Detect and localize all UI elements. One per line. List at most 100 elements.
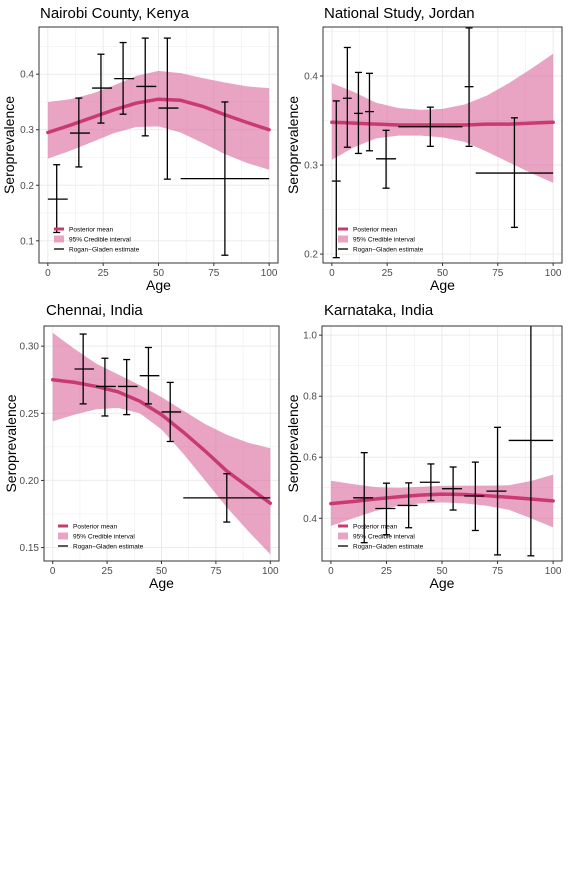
- legend: Posterior mean 95% Credible interval Rogan…: [338, 226, 424, 253]
- data-layer: [330, 27, 555, 259]
- rogan-gladen-estimate: [475, 117, 554, 229]
- panel-1: 0 25 50 75 100 0.1 0.2 0.3 0.4 Nairobi County, Ke…: [1, 5, 279, 293]
- x-tick-label: 100: [545, 566, 562, 577]
- rogan-gladen-estimate: [375, 482, 396, 536]
- rogan-gladen-estimate: [136, 37, 157, 137]
- legend-mean-label: Posterior mean: [73, 523, 117, 530]
- rogan-gladen-estimate: [397, 482, 418, 529]
- rogan-gladen-estimate: [353, 452, 374, 544]
- x-tick-label: 25: [382, 268, 394, 279]
- x-axis-label: Age: [430, 277, 455, 293]
- y-tick-label: 0.8: [303, 392, 317, 403]
- legend-ci-label: 95% Credible interval: [353, 236, 415, 243]
- credible-interval-band: [47, 70, 270, 170]
- rogan-gladen-estimate: [508, 326, 554, 557]
- rogan-gladen-estimate: [158, 37, 179, 180]
- legend-ci-key: [338, 532, 348, 540]
- y-tick-label: 0.4: [20, 70, 34, 81]
- rogan-gladen-estimate: [47, 164, 68, 234]
- x-tick-label: 25: [98, 268, 110, 279]
- rogan-gladen-estimate: [161, 381, 182, 443]
- rogan-gladen-estimate: [139, 346, 160, 405]
- x-tick-label: 100: [545, 268, 562, 279]
- y-axis-label: Seroprevalence: [285, 394, 301, 492]
- panel-2: 0 25 50 75 100 0.2 0.3 0.4 National Study, Jorda…: [285, 5, 563, 293]
- rogan-gladen-estimate: [331, 100, 341, 259]
- rogan-gladen-estimate: [114, 41, 135, 115]
- legend: Posterior mean 95% Credible interval Rogan…: [54, 226, 140, 253]
- x-tick-label: 75: [492, 566, 504, 577]
- panel-title: Chennai, India: [46, 302, 143, 319]
- y-tick-label: 0.1: [20, 236, 34, 247]
- panel-3: 0 25 50 75 100 0.15 0.20 0.25 0.30 Chennai, India…: [3, 302, 280, 591]
- legend-rg-label: Rogan−Gladen estimate: [73, 543, 144, 550]
- x-axis-label: Age: [149, 575, 174, 591]
- x-tick-label: 100: [261, 268, 278, 279]
- credible-interval-band: [331, 53, 554, 183]
- rogan-gladen-estimate: [74, 333, 95, 405]
- legend-rg-label: Rogan−Gladen estimate: [353, 246, 424, 253]
- rogan-gladen-estimate: [486, 426, 507, 556]
- legend-ci-key: [58, 532, 68, 540]
- x-tick-label: 50: [156, 566, 168, 577]
- data-layer: [46, 37, 271, 256]
- legend-ci-label: 95% Credible interval: [73, 533, 135, 540]
- y-tick-label: 0.6: [303, 453, 317, 464]
- rogan-gladen-estimate: [342, 46, 352, 148]
- x-tick-label: 50: [437, 268, 449, 279]
- gridlines: [322, 326, 562, 561]
- legend-ci-key: [54, 235, 64, 243]
- legend-ci-label: 95% Credible interval: [353, 533, 415, 540]
- y-axis-label: Seroprevalence: [3, 394, 19, 492]
- x-tick-label: 50: [153, 268, 165, 279]
- panel-title: National Study, Jordan: [324, 5, 475, 22]
- y-tick-label: 0.2: [20, 181, 34, 192]
- panel-4: 0 25 50 75 100 0.4 0.6 0.8 1.0 Karnataka, India Ag…: [285, 302, 563, 591]
- x-tick-label: 50: [436, 566, 448, 577]
- posterior-mean-line: [46, 97, 271, 135]
- posterior-mean-line: [330, 120, 555, 127]
- rogan-gladen-estimate: [464, 27, 474, 147]
- panel-title: Karnataka, India: [324, 302, 434, 319]
- rogan-gladen-estimate: [69, 97, 90, 168]
- x-tick-label: 25: [381, 566, 393, 577]
- legend-mean-label: Posterior mean: [69, 226, 113, 233]
- legend-ci-key: [338, 235, 348, 243]
- panel-title: Nairobi County, Kenya: [40, 5, 190, 22]
- y-tick-label: 0.20: [20, 476, 40, 487]
- y-tick-label: 0.30: [20, 342, 40, 353]
- x-tick-label: 0: [329, 268, 335, 279]
- legend-mean-label: Posterior mean: [353, 226, 397, 233]
- y-axis-label: Seroprevalence: [285, 96, 301, 194]
- y-tick-label: 0.15: [20, 543, 40, 554]
- x-tick-label: 100: [262, 566, 279, 577]
- rogan-gladen-estimate: [96, 357, 116, 417]
- rogan-gladen-estimate: [117, 358, 138, 416]
- x-axis-label: Age: [430, 575, 455, 591]
- legend-mean-label: Posterior mean: [353, 523, 397, 530]
- x-axis-label: Age: [146, 277, 171, 293]
- legend-rg-label: Rogan−Gladen estimate: [69, 246, 140, 253]
- rogan-gladen-estimate: [183, 473, 271, 523]
- y-tick-label: 1.0: [303, 331, 317, 342]
- y-axis-label: Seroprevalence: [1, 96, 17, 194]
- x-tick-label: 0: [45, 268, 51, 279]
- x-tick-label: 75: [208, 268, 220, 279]
- rogan-gladen-estimate: [353, 71, 363, 155]
- y-tick-label: 0.4: [303, 514, 317, 525]
- y-tick-label: 0.25: [20, 409, 40, 420]
- gridlines: [39, 27, 278, 263]
- rogan-gladen-estimate: [365, 72, 374, 152]
- y-tick-label: 0.4: [304, 71, 318, 82]
- rogan-gladen-estimate: [442, 466, 462, 511]
- data-layer: [50, 332, 273, 555]
- x-tick-label: 75: [210, 566, 222, 577]
- posterior-mean-line: [50, 377, 273, 506]
- y-tick-label: 0.3: [20, 125, 34, 136]
- legend: Posterior mean 95% Credible interval Rogan…: [58, 523, 144, 550]
- rogan-gladen-estimate: [419, 463, 440, 502]
- x-tick-label: 25: [102, 566, 114, 577]
- rogan-gladen-estimate: [180, 101, 270, 256]
- x-tick-label: 0: [50, 566, 56, 577]
